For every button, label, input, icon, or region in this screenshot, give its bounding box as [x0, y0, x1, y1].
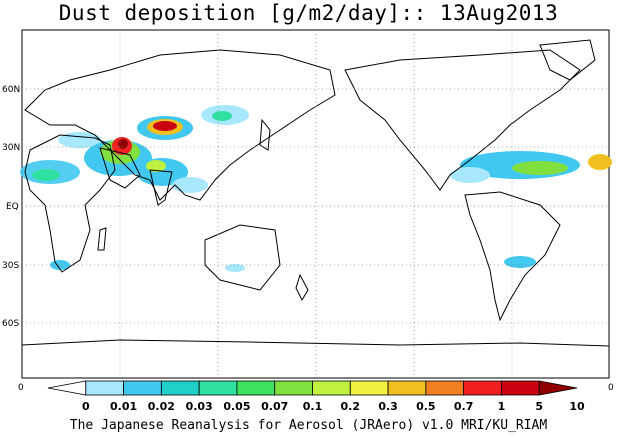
colorbar-tick-label: 0.02 [148, 400, 175, 413]
colorbar-segment [387, 380, 427, 396]
footer-credit: The Japanese Reanalysis for Aerosol (JRA… [69, 418, 548, 433]
lat-label-30n: 30N [2, 143, 20, 153]
dust-patch-caribbean [450, 167, 490, 183]
coastline-north-america [344, 49, 581, 191]
lat-label-60n: 60N [2, 85, 20, 95]
dust-patch-india-core [146, 160, 166, 172]
corner-label-bottom-right: 0 [608, 383, 614, 393]
map-panel: 60N 30N EQ 30S 60S 0 0 [2, 29, 614, 393]
coastline-south-america [464, 191, 561, 322]
colorbar-labels: 0 0.01 0.02 0.03 0.05 0.07 0.1 0.2 0.3 0.5 0.7 1 5 10 [82, 400, 585, 413]
dust-patch-west-africa-core [32, 169, 60, 181]
colorbar-segment [236, 380, 276, 396]
colorbar-segment [47, 380, 87, 396]
colorbar-tick-label: 0.01 [110, 400, 137, 413]
colorbar-tick-label: 0.2 [341, 400, 361, 413]
colorbar-tick-label: 1 [498, 400, 506, 413]
coastline-australia [204, 224, 281, 291]
dust-patch-west-africa-coast [588, 154, 612, 170]
colorbar-tick-label: 0.7 [454, 400, 474, 413]
colorbar-tick-label: 0.3 [378, 400, 398, 413]
lat-label-60s: 60S [2, 319, 19, 329]
dust-patch-atlantic-core [512, 161, 568, 175]
coastline-new-zealand [295, 273, 309, 302]
coastline-arabia [99, 147, 141, 189]
lat-label-eq: EQ [6, 202, 19, 212]
coastline-africa [24, 134, 116, 273]
dust-patch-patagonia [504, 256, 536, 268]
coastline-japan [259, 118, 271, 151]
dust-patch-mongolia-core [212, 111, 232, 121]
colorbar-segment [123, 380, 162, 396]
dust-patch-australia [225, 264, 245, 272]
colorbar-segment [463, 380, 502, 396]
coastline-madagascar [97, 227, 107, 251]
colorbar-segment [501, 380, 540, 396]
coastline-greenland [539, 39, 596, 81]
lat-label-30s: 30S [2, 261, 19, 271]
colorbar-segment [538, 380, 578, 396]
colorbar-tick-label: 5 [535, 400, 543, 413]
coastline-eurasia [24, 49, 336, 201]
colorbar-segment [425, 380, 465, 396]
colorbar-tick-label: 0.5 [416, 400, 436, 413]
map-title: Dust deposition [g/m2/day]:: 13Aug2013 [58, 1, 559, 25]
lat-axis-labels: 60N 30N EQ 30S 60S [2, 85, 20, 329]
colorbar [47, 380, 578, 396]
colorbar-segment [349, 380, 389, 396]
colorbar-tick-label: 0.03 [186, 400, 213, 413]
colorbar-segment [85, 380, 124, 396]
dust-patch-se-asia [172, 177, 208, 193]
colorbar-segment [198, 380, 238, 396]
colorbar-tick-label: 0.07 [261, 400, 288, 413]
map-frame [21, 29, 610, 379]
colorbar-segment [312, 380, 351, 396]
corner-label-bottom-left: 0 [18, 383, 24, 393]
colorbar-tick-label: 0.1 [303, 400, 323, 413]
colorbar-tick-label: 0.05 [223, 400, 250, 413]
colorbar-tick-label: 0 [82, 400, 90, 413]
colorbar-segment [160, 380, 200, 396]
dust-patch-central-asia-core [153, 121, 177, 131]
colorbar-segment [274, 380, 313, 396]
colorbar-tick-label: 10 [569, 400, 585, 413]
coastline-india [149, 169, 173, 206]
dust-patch-arabia-peak [118, 139, 128, 149]
coastline-antarctica [21, 339, 610, 347]
coastlines [21, 39, 610, 347]
